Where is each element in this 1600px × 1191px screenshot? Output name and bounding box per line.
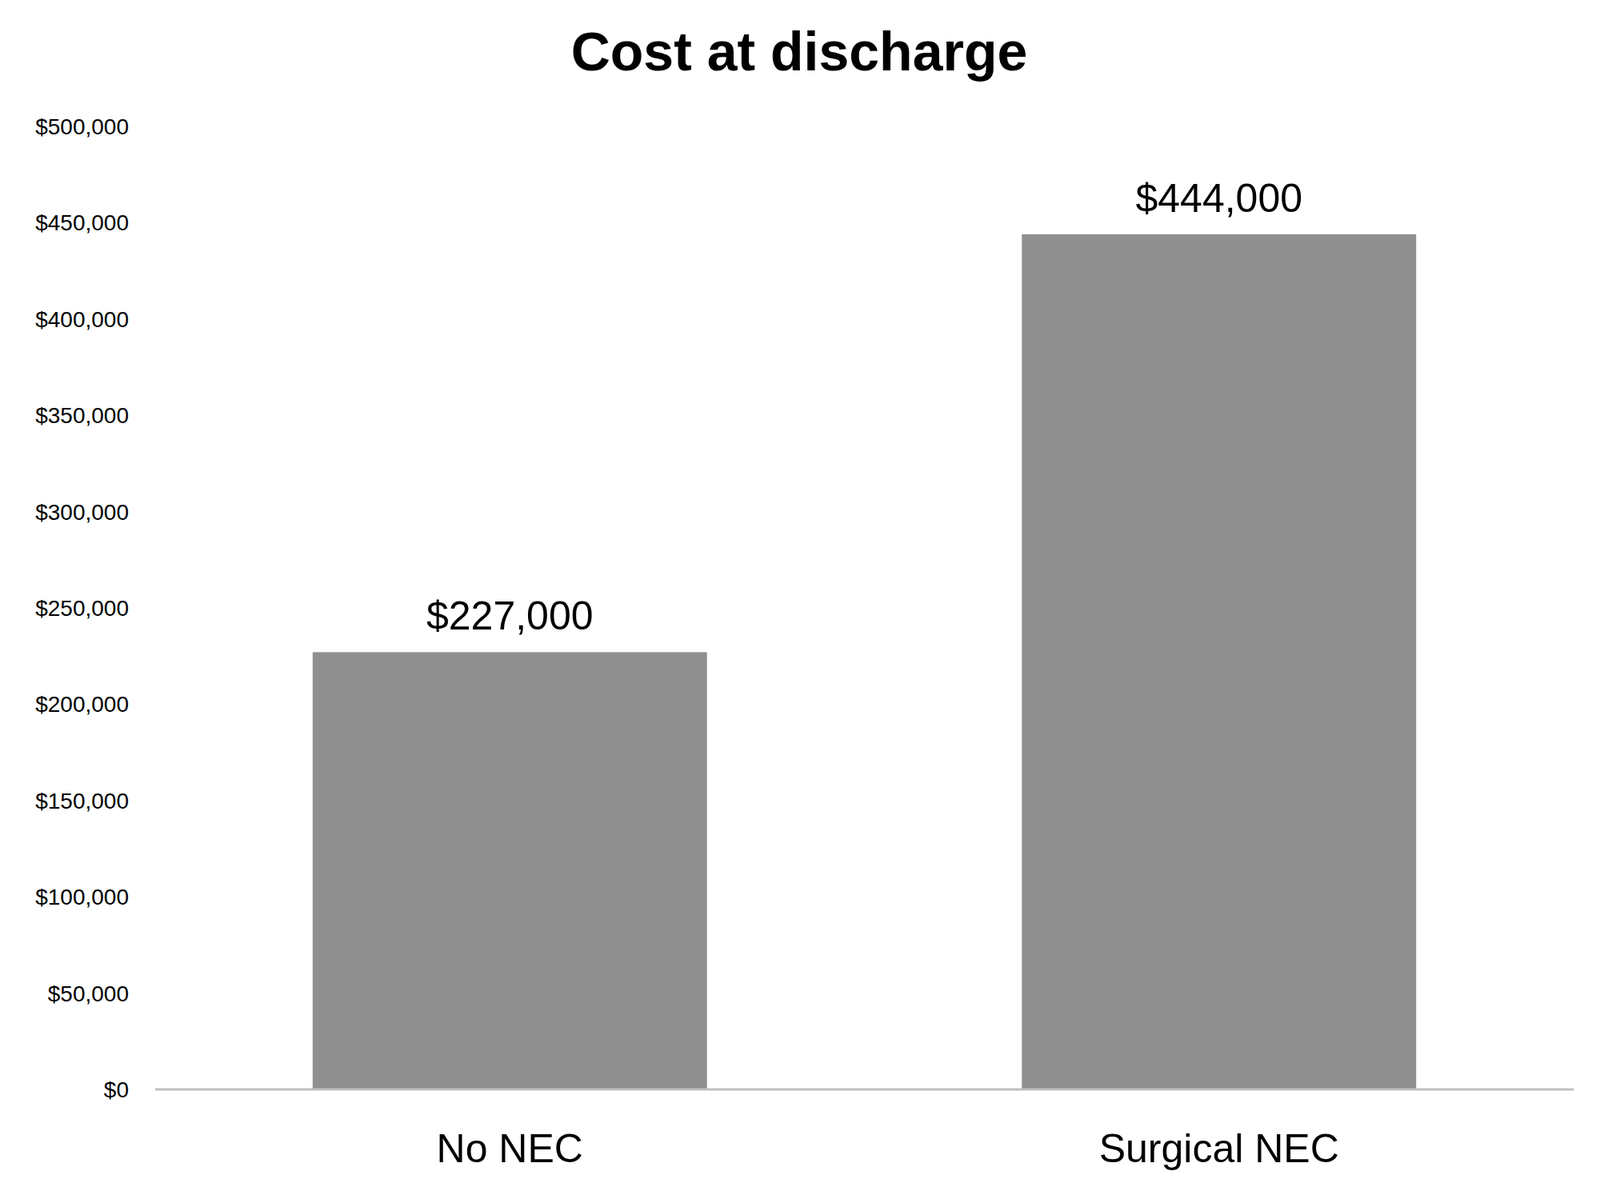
- data-label: $227,000: [426, 593, 594, 639]
- x-tick-label: No NEC: [436, 1126, 584, 1172]
- y-tick-label: $500,000: [35, 114, 129, 140]
- data-labels: $227,000 $444,000: [426, 176, 1303, 640]
- chart-container: Cost at discharge $0 $50,000 $100,000 $150,0…: [0, 0, 1600, 1191]
- bar: [312, 652, 708, 1090]
- y-tick-label: $250,000: [35, 596, 129, 621]
- y-tick-label: $200,000: [35, 692, 129, 717]
- y-tick-label: $150,000: [35, 788, 129, 814]
- chart-svg: Cost at discharge $0 $50,000 $100,000 $150,0…: [0, 0, 1600, 1191]
- y-tick-label: $350,000: [35, 403, 129, 428]
- y-tick-label: $50,000: [48, 981, 129, 1007]
- y-tick-label: $100,000: [35, 884, 129, 910]
- bars: [312, 234, 1416, 1090]
- y-tick-label: $0: [104, 1077, 129, 1103]
- y-tick-label: $300,000: [35, 500, 129, 525]
- y-axis-ticks: $0 $50,000 $100,000 $150,000 $200,000 $250,00…: [35, 114, 129, 1103]
- y-tick-label: $450,000: [35, 210, 129, 236]
- x-tick-label: Surgical NEC: [1099, 1126, 1340, 1172]
- chart-title: Cost at discharge: [571, 20, 1028, 82]
- bar: [1021, 234, 1416, 1090]
- data-label: $444,000: [1135, 176, 1303, 221]
- x-axis-labels: No NEC Surgical NEC: [436, 1126, 1340, 1172]
- y-tick-label: $400,000: [35, 307, 129, 332]
- x-axis-line: [155, 1088, 1574, 1092]
